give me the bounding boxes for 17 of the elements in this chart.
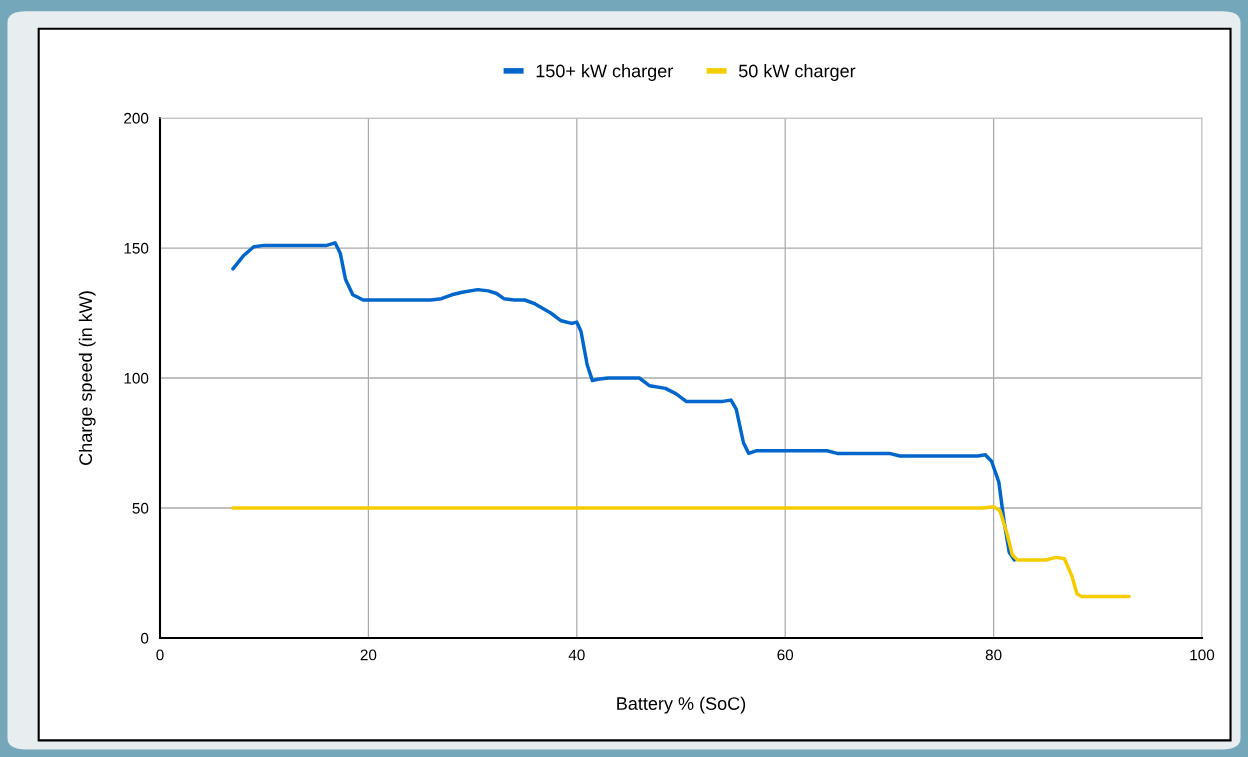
x-axis-title: Battery % (SoC) bbox=[617, 696, 746, 714]
x-tick-label: 0 bbox=[156, 649, 164, 661]
x-tick-label: 40 bbox=[568, 649, 585, 661]
line-series bbox=[231, 504, 1131, 599]
y-tick-label: 50 bbox=[132, 502, 149, 514]
y-tick-label: 0 bbox=[140, 632, 149, 644]
x-tick-label: 20 bbox=[360, 649, 377, 661]
legend-label: 50 kW charger bbox=[738, 64, 856, 81]
legend-label: 150+ kW charger bbox=[536, 64, 673, 81]
x-tick-label: 80 bbox=[985, 649, 1002, 661]
y-tick-label: 200 bbox=[124, 112, 149, 124]
x-tick-label: 60 bbox=[777, 649, 794, 661]
line-series bbox=[231, 241, 1017, 562]
y-tick-label: 100 bbox=[124, 372, 149, 384]
x-tick-label: 100 bbox=[1190, 649, 1215, 661]
y-axis-title: Charge speed (in kW) bbox=[78, 291, 96, 465]
y-tick-label: 150 bbox=[124, 242, 149, 254]
